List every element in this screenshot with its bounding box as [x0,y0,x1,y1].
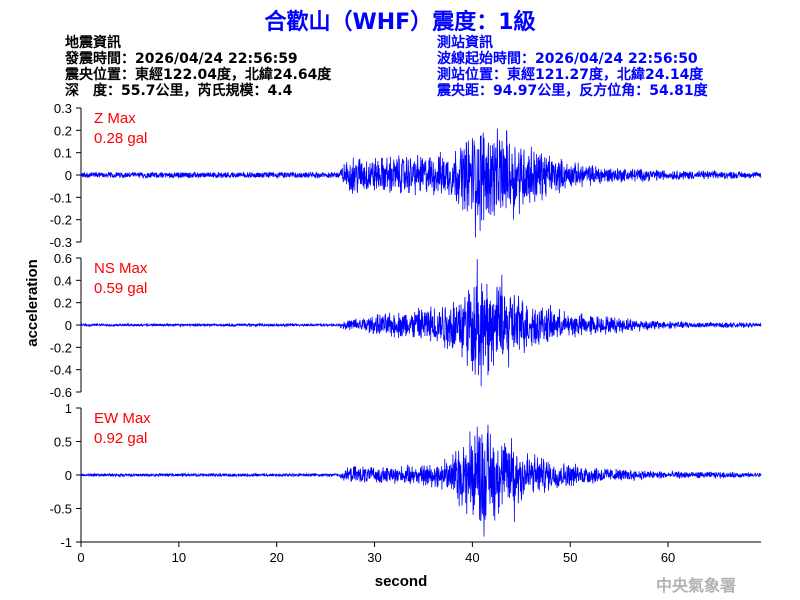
depth-magnitude: 深 度：55.7公里，芮氏規模：4.4 [65,83,293,99]
y-tick-label: 0.4 [54,273,72,288]
y-tick-label: -0.1 [50,190,72,205]
ew-max-label: EW Max [94,410,151,427]
wave-start-time: 波線起始時間：2026/04/24 22:56:50 [437,51,698,67]
y-tick-label: -0.2 [50,340,72,355]
z-max-value: 0.28 gal [94,130,147,147]
y-tick-label: -0.6 [50,385,72,400]
y-tick-label: 0.2 [54,123,72,138]
y-tick-label: 0.3 [54,101,72,116]
y-tick-label: 1 [65,401,72,416]
y-tick-label: -1 [60,535,72,550]
y-tick-label: 0.1 [54,146,72,161]
y-tick-label: 0 [65,168,72,183]
agency-watermark: 中央氣象署 [656,576,737,595]
chart-title: 合歡山（WHF）震度：1級 [264,10,536,35]
ns-max-value: 0.59 gal [94,280,147,297]
z-trace [80,128,762,238]
x-tick-label: 0 [77,550,84,565]
y-tick-label: -0.2 [50,213,72,228]
ew-max-value: 0.92 gal [94,430,147,447]
x-tick-label: 20 [269,550,283,565]
y-tick-label: 0 [65,318,72,333]
epicentral-distance: 震央距：94.97公里，反方位角：54.81度 [437,83,708,99]
ns-max-label: NS Max [94,260,148,277]
y-tick-label: 0.2 [54,296,72,311]
y-axis-label: acceleration [24,259,41,347]
x-tick-label: 60 [661,550,675,565]
x-tick-label: 10 [172,550,186,565]
station-info-block: 測站資訊 波線起始時間：2026/04/24 22:56:50 測站位置：東經1… [437,35,708,99]
y-tick-label: 0 [65,468,72,483]
y-tick-label: -0.3 [50,235,72,250]
quake-info-block: 地震資訊 發震時間：2026/04/24 22:56:59 震央位置：東經122… [65,35,331,99]
ew-trace [80,424,762,537]
x-tick-label: 50 [563,550,577,565]
y-tick-label: -0.4 [50,363,72,378]
x-axis: 0 10 20 30 40 50 60 [77,541,761,565]
y-tick-label: 0.5 [54,435,72,450]
x-tick-label: 40 [465,550,479,565]
quake-info-heading: 地震資訊 [65,35,121,51]
y-tick-label: 0.6 [54,251,72,266]
x-tick-label: 30 [367,550,381,565]
ns-trace [80,259,762,387]
origin-time: 發震時間：2026/04/24 22:56:59 [65,51,298,67]
panel-z: 0.3 0.2 0.1 0 -0.1 -0.2 -0.3 Z Max 0.28 gal [50,101,762,250]
epicenter-location: 震央位置：東經122.04度，北緯24.64度 [65,67,332,83]
station-location: 測站位置：東經121.27度，北緯24.14度 [437,67,704,83]
panel-ns: 0.6 0.4 0.2 0 -0.2 -0.4 -0.6 NS Max 0.59 gal [50,251,762,400]
y-tick-label: -0.5 [50,502,72,517]
station-info-heading: 測站資訊 [437,35,493,51]
x-axis-label: second [375,573,428,590]
z-max-label: Z Max [94,110,136,127]
panel-ew: 1 0.5 0 -0.5 -1 EW Max 0.92 gal [50,401,762,550]
